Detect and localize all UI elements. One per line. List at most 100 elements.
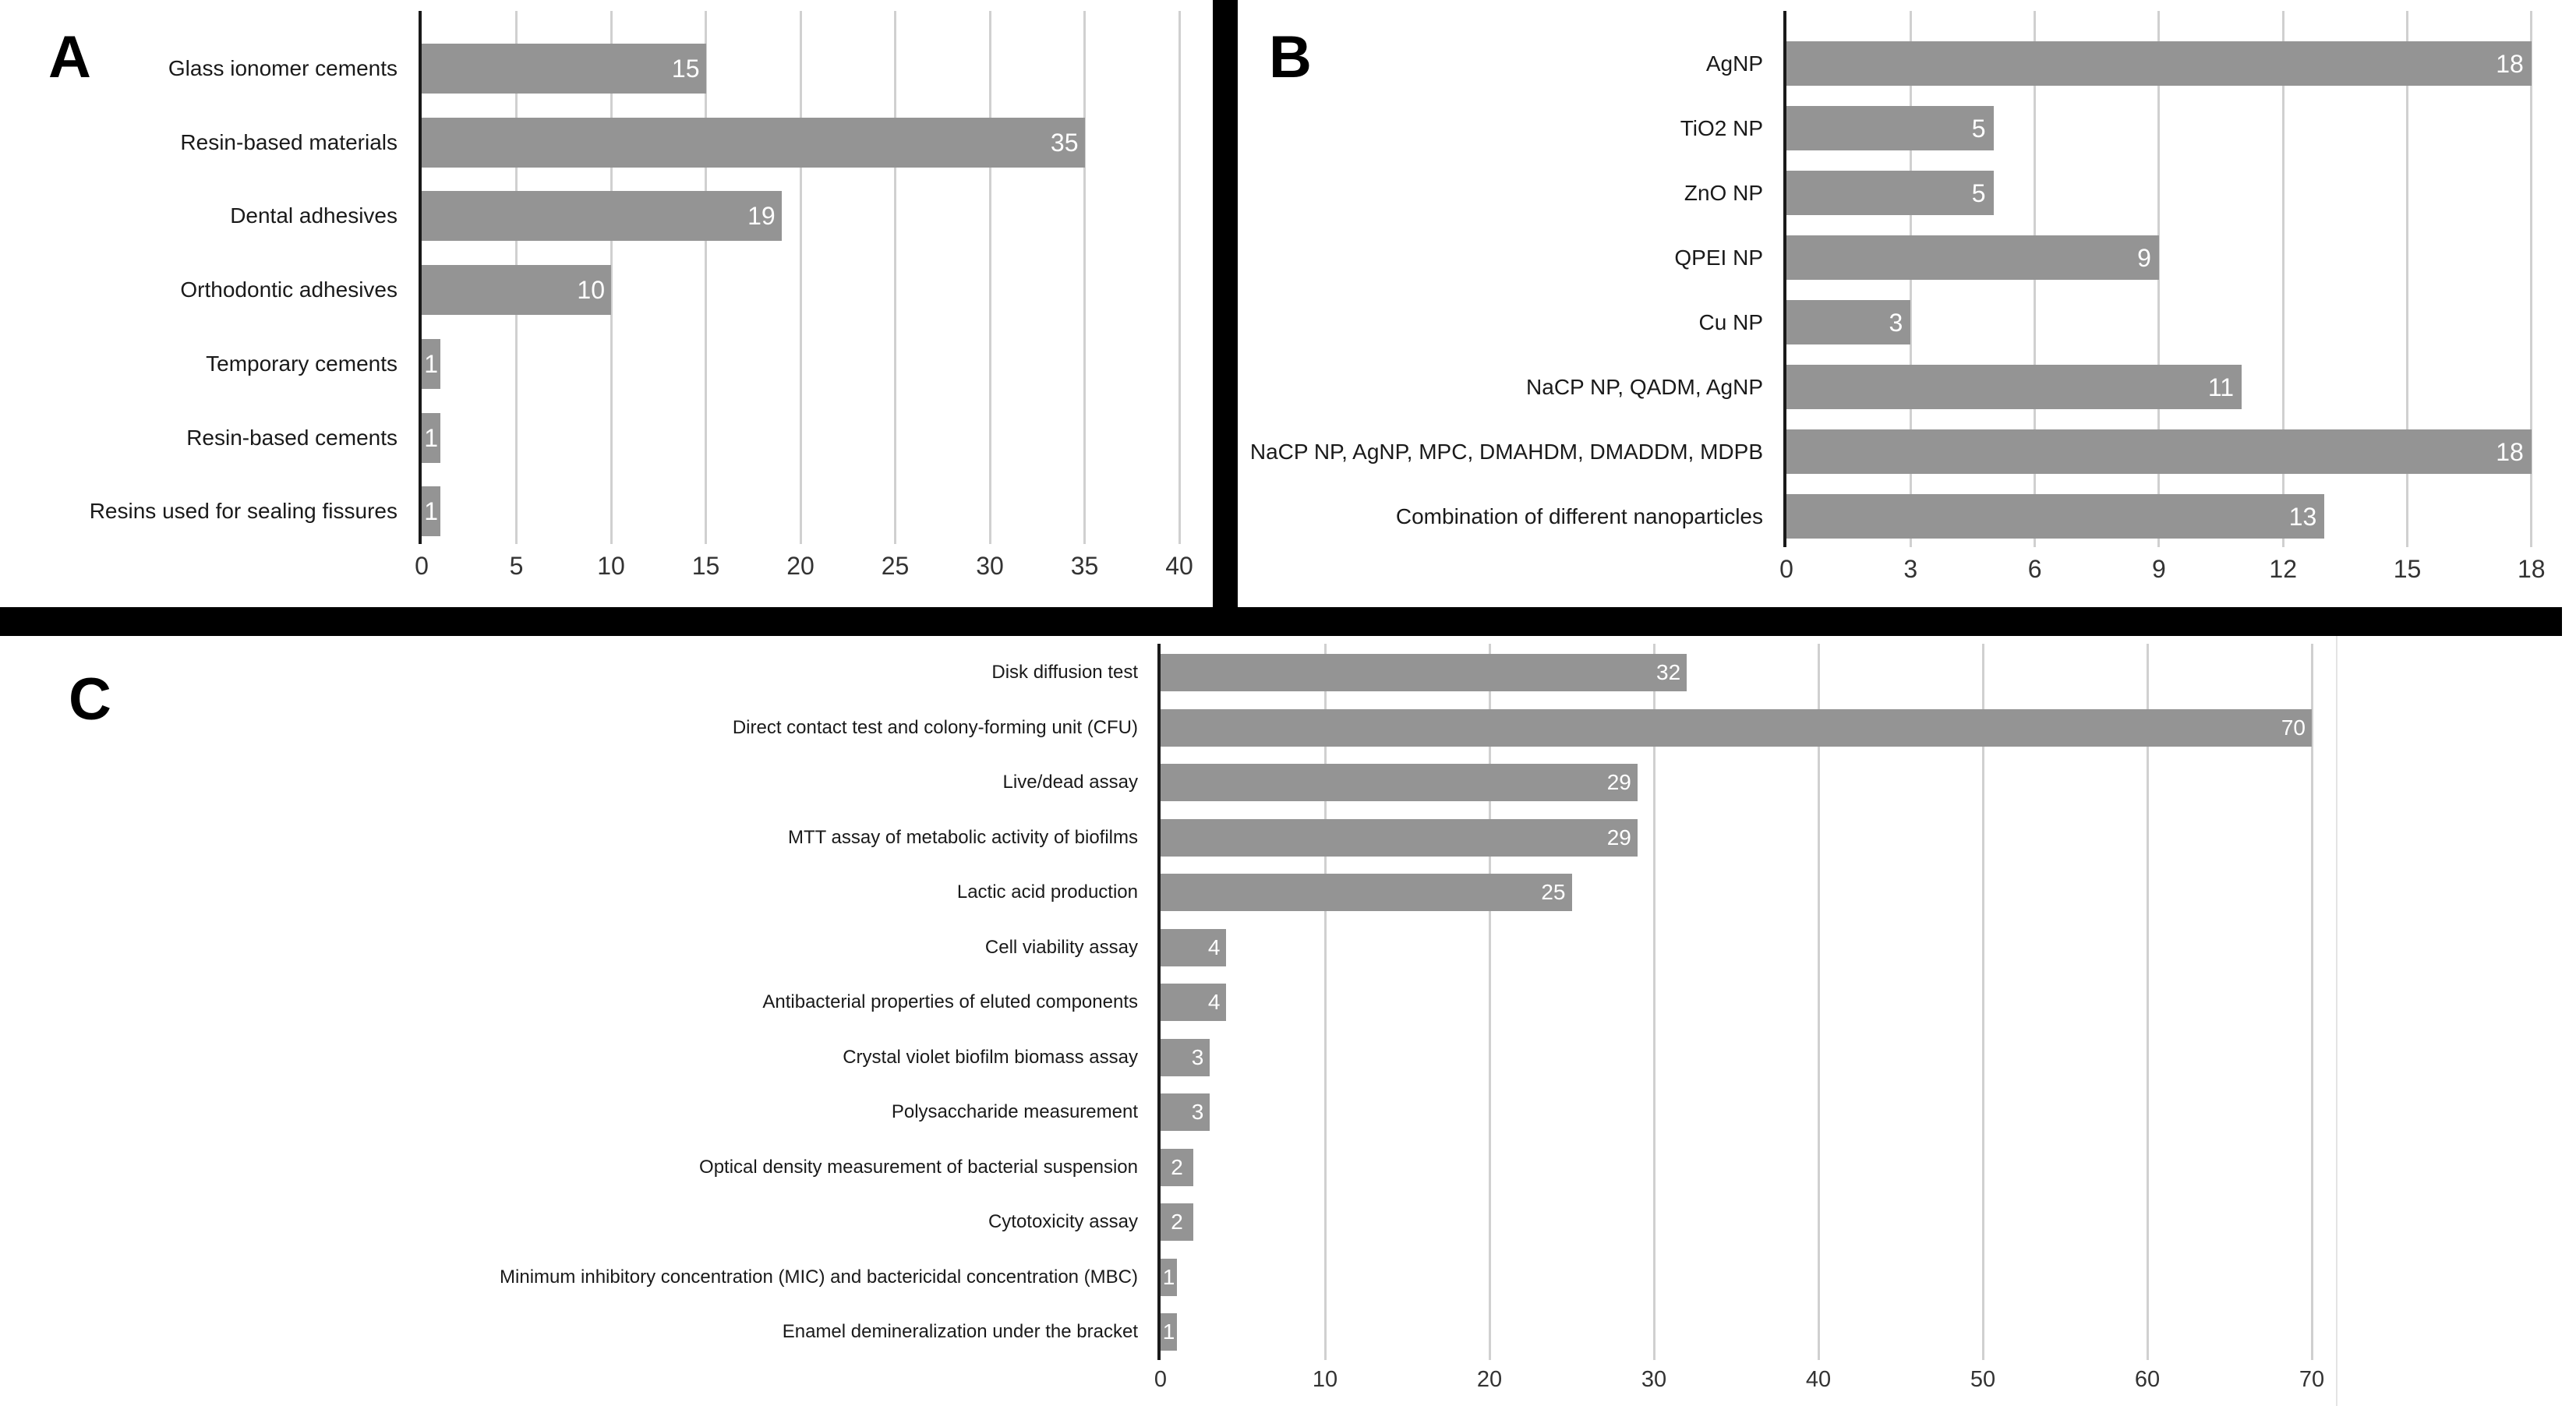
gridline [1178,11,1181,544]
x-tick-label: 18 [2518,555,2546,583]
category-label: Live/dead assay [1002,772,1138,793]
x-tick-label: 35 [1070,552,1099,580]
gridline [1981,644,1984,1360]
bar: 32 [1161,654,1687,691]
bar: 4 [1161,928,1227,966]
value-label: 15 [671,55,700,83]
x-tick-label: 40 [1165,552,1193,580]
x-tick-label: 40 [1805,1367,1832,1392]
x-tick-label: 3 [1903,555,1918,583]
gridline [2310,644,2313,1360]
value-label: 32 [1656,660,1681,684]
gridline [1323,644,1327,1360]
category-label: Cu NP [1698,309,1763,334]
y-axis-line [1157,644,1161,1360]
bar: 13 [1786,494,2325,539]
x-tick-label: 0 [1779,555,1793,583]
bar: 3 [1786,300,1911,344]
value-label: 3 [1191,1044,1204,1069]
category-label: QPEI NP [1674,245,1763,270]
gridline [610,11,613,544]
x-tick-label: 5 [509,552,524,580]
value-label: 3 [1889,308,1903,337]
bar: 1 [1161,1313,1178,1351]
bar: 1 [422,412,441,463]
category-label: Resin-based cements [186,425,398,450]
value-label: 19 [747,202,776,231]
category-label: Glass ionomer cements [168,56,398,80]
vertical-divider-bar [1213,0,1238,607]
gridline [799,11,802,544]
bar: 2 [1161,1148,1194,1186]
value-label: 1 [424,349,439,378]
bar: 1 [422,338,441,389]
bar: 1 [422,486,441,537]
bar: 19 [422,191,782,242]
x-tick-label: 50 [1970,1367,1996,1392]
x-tick-label: 70 [2299,1367,2325,1392]
category-label: Polysaccharide measurement [891,1101,1138,1122]
gridline [2530,11,2533,547]
value-label: 1 [424,497,439,526]
gridline [1817,644,1820,1360]
value-label: 29 [1606,825,1631,850]
category-label: Dental adhesives [230,203,398,228]
gridline [2281,11,2284,547]
category-label: NaCP NP, AgNP, MPC, DMAHDM, DMADDM, MDPB [1249,439,1763,464]
gridline [2157,11,2161,547]
horizontal-divider-bar [0,607,2562,636]
category-label: NaCP NP, QADM, AgNP [1526,374,1763,399]
value-label: 3 [1191,1100,1204,1124]
x-tick-label: 30 [976,552,1004,580]
bar: 11 [1786,365,2242,409]
x-tick-label: 10 [597,552,625,580]
bar: 18 [1786,429,2532,474]
value-label: 25 [1541,880,1566,904]
category-label: Disk diffusion test [991,662,1138,683]
panel-c-right-edge [2336,636,2337,1406]
x-tick-label: 6 [2027,555,2042,583]
bar: 2 [1161,1203,1194,1241]
category-label: MTT assay of metabolic activity of biofi… [787,826,1138,848]
value-label: 11 [2207,373,2235,401]
bar: 29 [1161,764,1638,801]
category-label: Lactic acid production [956,881,1138,903]
value-label: 35 [1050,128,1079,157]
bar: 4 [1161,984,1227,1021]
gridline [1083,11,1086,544]
value-label: 1 [424,423,439,452]
category-label: Crystal violet biofilm biomass assay [843,1046,1138,1068]
value-label: 18 [2496,437,2524,466]
x-tick-label: 15 [2393,555,2422,583]
value-label: 18 [2496,49,2524,78]
category-label: Resin-based materials [180,129,398,154]
gridline [1488,644,1491,1360]
x-tick-label: 0 [415,552,429,580]
bar: 1 [1161,1258,1178,1296]
bar: 5 [1786,106,1994,150]
gridline [2406,11,2408,547]
panel-label-a: A [48,24,92,90]
x-tick-label: 60 [2134,1367,2161,1392]
bar: 9 [1786,235,2159,280]
value-label: 29 [1606,770,1631,794]
value-label: 5 [1971,114,1986,143]
category-label: Optical density measurement of bacterial… [699,1156,1138,1178]
bar: 70 [1161,708,2312,747]
value-label: 1 [1162,1319,1175,1344]
gridline [705,11,707,544]
x-tick-label: 15 [691,552,720,580]
value-label: 2 [1171,1210,1183,1234]
value-label: 4 [1207,990,1221,1014]
gridline [1652,644,1655,1360]
category-label: ZnO NP [1684,180,1763,205]
gridline [2146,644,2149,1360]
bar: 25 [1161,874,1572,911]
value-label: 70 [2281,715,2306,740]
panel-label-b: B [1269,24,1313,90]
category-label: Combination of different nanoparticles [1395,503,1763,528]
category-label: Cell viability assay [984,936,1138,958]
bar: 35 [422,117,1085,168]
x-tick-label: 12 [2269,555,2297,583]
